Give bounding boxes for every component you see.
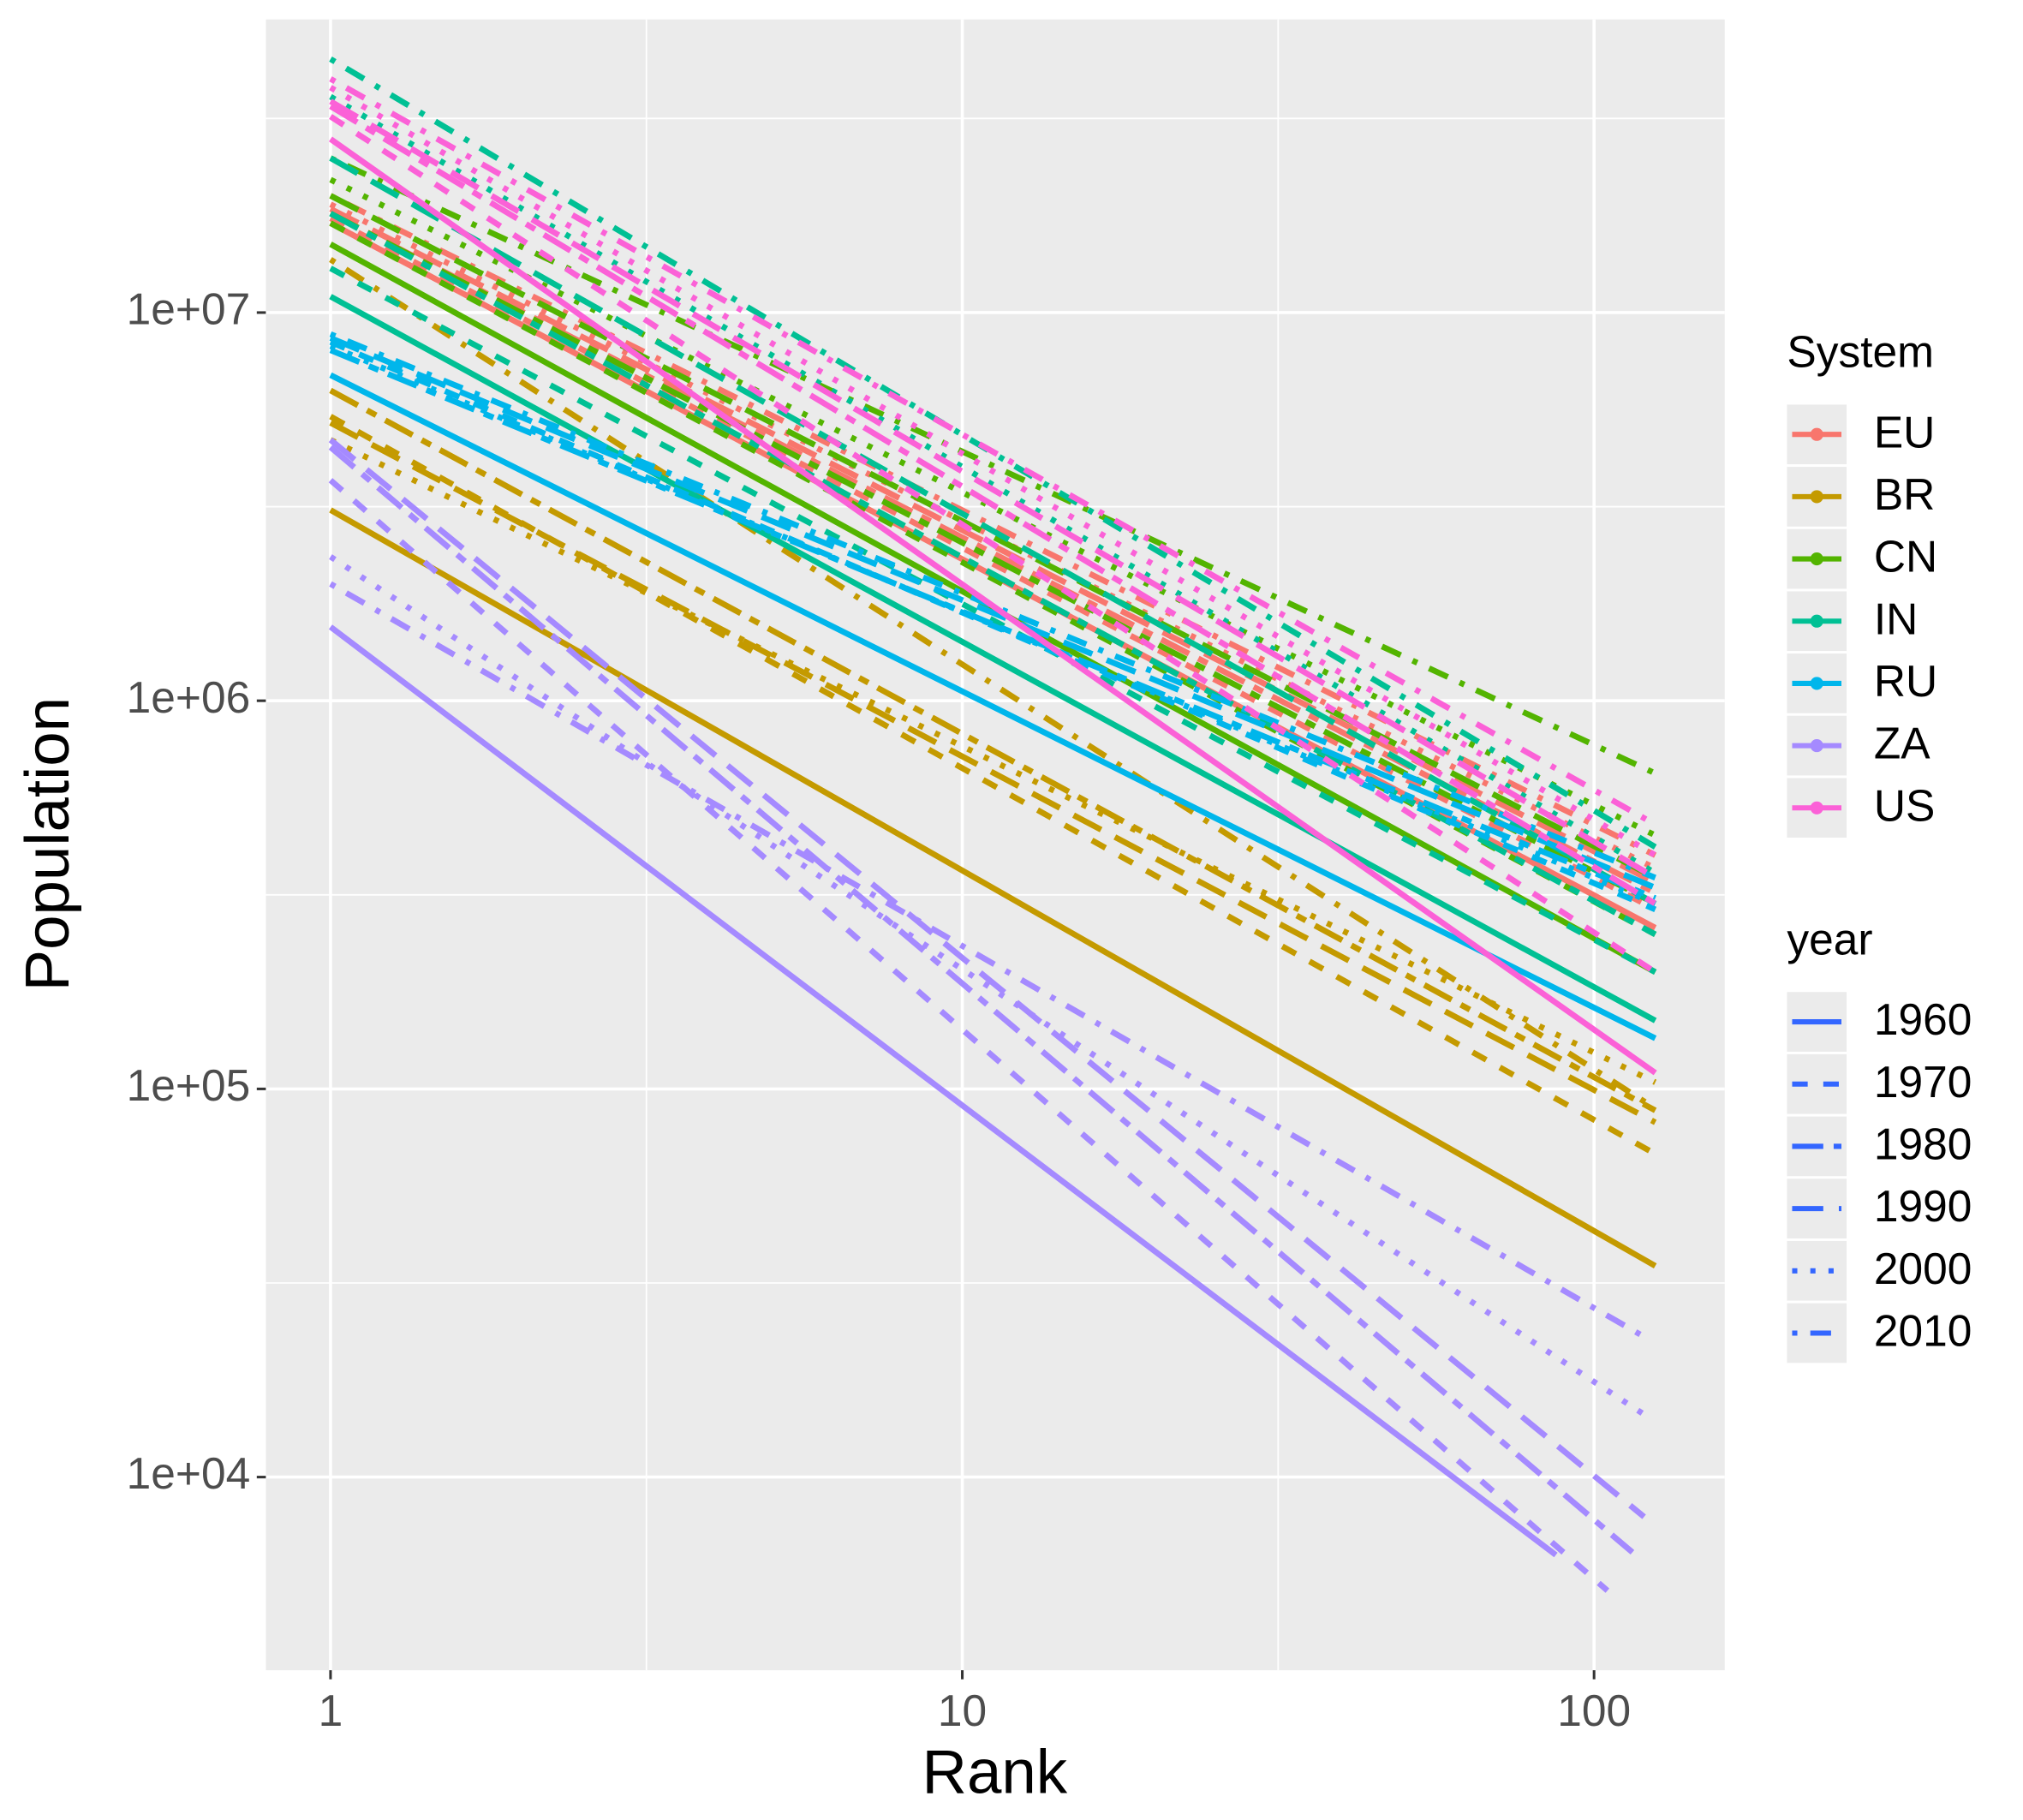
y-tick-label: 1e+06 — [127, 672, 251, 722]
fit-line — [329, 193, 1657, 880]
fit-line — [328, 478, 1610, 1593]
legend-label: 2010 — [1874, 1306, 1972, 1356]
fit-line — [329, 420, 1657, 1125]
fit-line — [329, 155, 1657, 907]
legend-key-point — [1810, 427, 1823, 441]
fit-line — [329, 211, 1657, 938]
fit-line — [329, 98, 1657, 880]
legend-key-point — [1810, 677, 1823, 690]
fit-line — [329, 85, 1657, 858]
fit-line — [329, 331, 1656, 880]
y-tick-label: 1e+04 — [127, 1448, 251, 1498]
x-axis-title: Rank — [922, 1737, 1068, 1806]
fit-line — [329, 76, 1657, 827]
legend-key-point — [1810, 490, 1823, 504]
fit-line — [329, 104, 1657, 907]
legend-label: 1970 — [1874, 1057, 1972, 1107]
legend-key-point — [1810, 614, 1823, 628]
fit-line — [329, 343, 1656, 907]
legend-key-point — [1810, 739, 1823, 753]
legend-label: BR — [1874, 469, 1936, 519]
y-tick-label: 1e+05 — [127, 1060, 251, 1110]
legend-label: US — [1874, 780, 1936, 830]
legend-label: RU — [1874, 656, 1937, 706]
fit-line — [329, 266, 1657, 975]
fit-line — [328, 624, 1558, 1558]
legend-label: ZA — [1874, 719, 1931, 768]
legend-title: year — [1787, 914, 1872, 964]
legend-key-point — [1810, 552, 1823, 566]
fit-line — [329, 372, 1657, 1041]
fit-line — [329, 581, 1646, 1340]
legend-label: CN — [1874, 532, 1937, 582]
fit-line — [329, 335, 1656, 891]
fit-line — [329, 347, 1656, 901]
legend-label: 2000 — [1874, 1244, 1972, 1293]
y-tick-label: 1e+07 — [127, 284, 251, 334]
fit-line — [329, 387, 1657, 1113]
fit-line — [328, 445, 1635, 1555]
fit-line — [329, 339, 1657, 912]
x-tick-label: 10 — [938, 1686, 987, 1735]
fit-line — [329, 201, 1657, 871]
fit-line — [329, 114, 1657, 975]
fit-line — [329, 294, 1657, 1023]
fit-line — [328, 136, 1657, 1076]
fit-line — [329, 554, 1646, 1417]
legend-label: EU — [1874, 407, 1936, 456]
legend-label: 1980 — [1874, 1119, 1972, 1169]
legend-label: 1990 — [1874, 1181, 1972, 1231]
legend-label: 1960 — [1874, 994, 1972, 1044]
fit-line — [328, 437, 1646, 1519]
legend-key-point — [1810, 801, 1823, 815]
y-axis-title: Population — [13, 697, 82, 991]
legend-title: System — [1787, 326, 1934, 376]
legend-label: IN — [1874, 594, 1918, 643]
fit-line — [329, 93, 1657, 876]
x-tick-label: 100 — [1557, 1686, 1631, 1735]
fit-line — [329, 257, 1657, 1112]
x-tick-label: 1 — [319, 1686, 343, 1735]
